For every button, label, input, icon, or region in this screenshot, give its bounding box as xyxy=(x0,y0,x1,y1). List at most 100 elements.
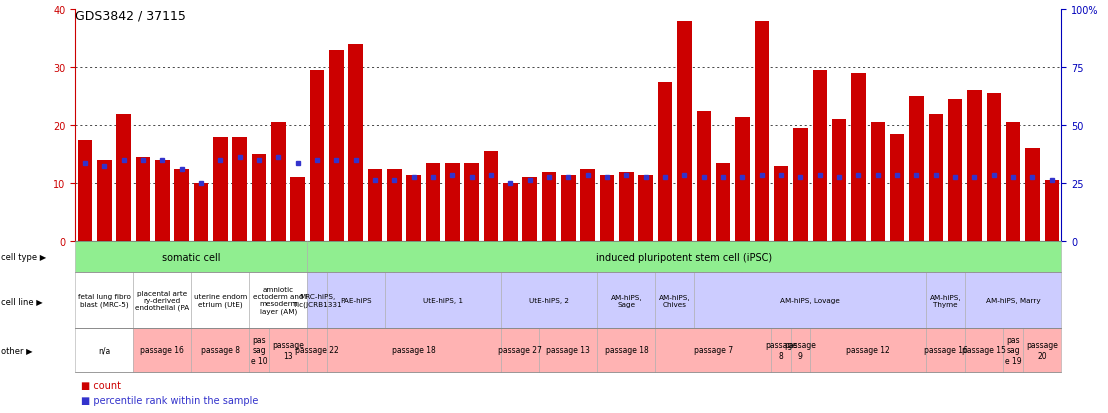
Text: passage 22: passage 22 xyxy=(295,346,339,354)
Text: PAE-hiPS: PAE-hiPS xyxy=(340,297,371,304)
Text: passage 16: passage 16 xyxy=(923,346,967,354)
Text: AM-hiPS,
Sage: AM-hiPS, Sage xyxy=(611,294,643,307)
Bar xyxy=(1006,123,1020,242)
Text: MRC-hiPS,
Tic(JCRB1331: MRC-hiPS, Tic(JCRB1331 xyxy=(293,294,341,307)
Bar xyxy=(445,164,460,242)
Bar xyxy=(290,178,305,242)
Text: passage
13: passage 13 xyxy=(273,340,304,360)
Bar xyxy=(348,45,363,242)
Text: passage 13: passage 13 xyxy=(546,346,591,354)
Text: pas
sag
e 10: pas sag e 10 xyxy=(250,335,267,365)
Bar xyxy=(327,328,501,372)
Bar xyxy=(581,169,595,242)
Text: passage 15: passage 15 xyxy=(962,346,1006,354)
Text: GDS3842 / 37115: GDS3842 / 37115 xyxy=(75,9,186,22)
Text: UtE-hiPS, 1: UtE-hiPS, 1 xyxy=(423,297,463,304)
Bar xyxy=(78,140,92,242)
Bar xyxy=(501,328,540,372)
Text: pas
sag
e 19: pas sag e 19 xyxy=(1005,335,1022,365)
Bar xyxy=(947,100,963,242)
Text: ■ percentile rank within the sample: ■ percentile rank within the sample xyxy=(81,394,258,405)
Bar xyxy=(965,273,1061,328)
Bar xyxy=(967,91,982,242)
Bar xyxy=(694,273,926,328)
Bar xyxy=(307,242,1061,273)
Bar xyxy=(540,328,597,372)
Bar xyxy=(793,129,808,242)
Bar xyxy=(832,120,847,242)
Text: passage 27: passage 27 xyxy=(499,346,542,354)
Text: AM-hiPS,
Chives: AM-hiPS, Chives xyxy=(659,294,690,307)
Bar xyxy=(773,166,789,242)
Text: passage 16: passage 16 xyxy=(141,346,184,354)
Bar xyxy=(986,94,1001,242)
Bar xyxy=(368,169,382,242)
Text: passage 8: passage 8 xyxy=(201,346,239,354)
Text: passage
20: passage 20 xyxy=(1026,340,1058,360)
Bar xyxy=(252,155,266,242)
Bar xyxy=(249,328,269,372)
Bar xyxy=(155,161,170,242)
Bar xyxy=(425,164,440,242)
Text: AM-hiPS, Marry: AM-hiPS, Marry xyxy=(986,297,1040,304)
Text: amniotic
ectoderm and
mesoderm
layer (AM): amniotic ectoderm and mesoderm layer (AM… xyxy=(253,287,304,314)
Text: passage 18: passage 18 xyxy=(392,346,435,354)
Bar xyxy=(233,138,247,242)
Bar xyxy=(542,172,556,242)
Bar xyxy=(736,117,750,242)
Bar xyxy=(484,152,499,242)
Text: passage
9: passage 9 xyxy=(784,340,817,360)
Bar xyxy=(98,161,112,242)
Bar xyxy=(387,169,401,242)
Bar xyxy=(271,123,286,242)
Bar xyxy=(597,273,656,328)
Bar xyxy=(192,328,249,372)
Text: AM-hiPS,
Thyme: AM-hiPS, Thyme xyxy=(930,294,962,307)
Bar xyxy=(116,114,131,242)
Bar xyxy=(194,184,208,242)
Text: n/a: n/a xyxy=(99,346,111,354)
Bar xyxy=(810,328,926,372)
Bar xyxy=(523,178,537,242)
Text: other ▶: other ▶ xyxy=(1,346,33,354)
Bar xyxy=(75,242,307,273)
Bar xyxy=(656,328,771,372)
Bar xyxy=(926,273,965,328)
Bar xyxy=(1023,328,1061,372)
Bar xyxy=(851,74,865,242)
Bar xyxy=(213,138,227,242)
Bar xyxy=(133,273,192,328)
Bar xyxy=(307,273,327,328)
Bar xyxy=(812,71,827,242)
Bar xyxy=(656,273,694,328)
Text: cell line ▶: cell line ▶ xyxy=(1,296,43,305)
Text: uterine endom
etrium (UtE): uterine endom etrium (UtE) xyxy=(194,294,247,307)
Bar xyxy=(658,83,673,242)
Text: somatic cell: somatic cell xyxy=(162,252,220,262)
Bar xyxy=(716,164,730,242)
Bar xyxy=(501,273,597,328)
Bar xyxy=(638,175,653,242)
Bar xyxy=(503,184,517,242)
Bar xyxy=(910,97,924,242)
Text: passage 7: passage 7 xyxy=(694,346,733,354)
Bar xyxy=(307,328,327,372)
Bar xyxy=(464,164,479,242)
Text: AM-hiPS, Lovage: AM-hiPS, Lovage xyxy=(780,297,840,304)
Bar xyxy=(329,51,343,242)
Text: passage 12: passage 12 xyxy=(847,346,890,354)
Bar xyxy=(755,22,769,242)
Text: UtE-hiPS, 2: UtE-hiPS, 2 xyxy=(529,297,570,304)
Bar xyxy=(174,169,189,242)
Bar xyxy=(269,328,307,372)
Text: fetal lung fibro
blast (MRC-5): fetal lung fibro blast (MRC-5) xyxy=(78,294,131,307)
Bar xyxy=(677,22,691,242)
Bar xyxy=(1025,149,1039,242)
Bar xyxy=(599,175,614,242)
Bar xyxy=(965,328,1004,372)
Bar xyxy=(929,114,943,242)
Bar xyxy=(136,158,151,242)
Bar xyxy=(1004,328,1023,372)
Text: passage 18: passage 18 xyxy=(605,346,648,354)
Bar xyxy=(619,172,634,242)
